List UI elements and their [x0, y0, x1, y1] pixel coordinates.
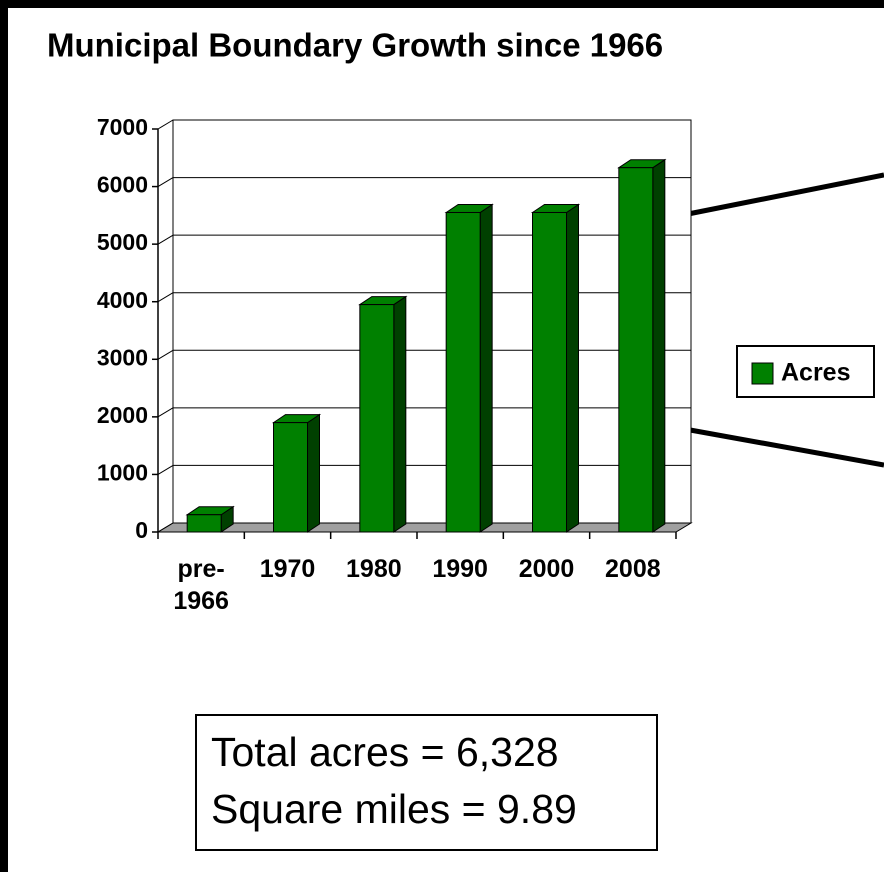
y-tick-depth [157, 119, 174, 130]
y-tick-label: 5000 [97, 229, 148, 255]
bar-side [652, 158, 666, 533]
x-tick-label: 1970 [259, 555, 316, 583]
x-tick-label: 2008 [605, 555, 661, 583]
summary-box: Total acres = 6,328 Square miles = 9.89 [195, 714, 658, 851]
y-tick-depth [157, 464, 174, 475]
y-tick-depth [157, 177, 174, 188]
bar-side [479, 203, 493, 533]
y-tick-depth [157, 292, 174, 303]
y-tick-depth [157, 349, 174, 360]
bar [445, 211, 481, 533]
x-tick-label: 1990 [432, 555, 488, 583]
y-tick-label: 2000 [97, 402, 148, 428]
x-tick-label: pre-1966 [173, 555, 229, 615]
annotation: Square miles = 9.89 [211, 786, 577, 832]
x-tick-label: 2000 [518, 555, 575, 583]
bar-side [307, 413, 320, 533]
callout-line [667, 423, 884, 468]
bar [273, 422, 308, 533]
bar [532, 211, 567, 533]
legend-label: Acres [781, 359, 851, 387]
callout-line [667, 172, 884, 221]
y-tick-label: 1000 [97, 460, 148, 486]
annotation: Total acres = 6,328 [211, 729, 559, 775]
y-tick-depth [157, 407, 174, 418]
y-tick-label: 6000 [97, 172, 148, 198]
back-wall [172, 119, 692, 524]
bar [618, 167, 654, 533]
y-tick-label: 7000 [97, 114, 148, 140]
y-tick-label: 4000 [97, 287, 148, 313]
y-tick-label: 3000 [97, 344, 148, 370]
y-tick-label: 0 [135, 517, 148, 543]
bar [359, 304, 395, 533]
floor [156, 522, 693, 533]
y-tick-depth [157, 234, 174, 245]
y-tick-depth [157, 522, 174, 533]
bar-side [393, 295, 407, 533]
bar [186, 514, 222, 533]
legend-swatch [751, 362, 774, 385]
chart-title: Municipal Boundary Growth since 1966 [47, 27, 663, 64]
bar-side [566, 203, 579, 533]
x-tick-label: 1980 [346, 555, 402, 583]
